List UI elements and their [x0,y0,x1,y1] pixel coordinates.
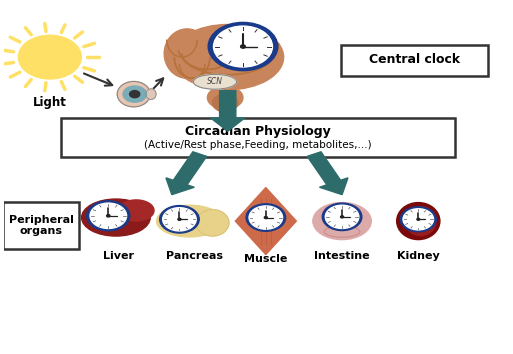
Circle shape [403,209,433,230]
Circle shape [178,218,181,220]
FancyBboxPatch shape [3,202,80,249]
Ellipse shape [212,94,238,112]
Polygon shape [235,188,297,255]
Circle shape [325,205,359,228]
FancyArrow shape [210,91,245,131]
Circle shape [213,26,272,67]
Circle shape [208,22,278,71]
Circle shape [107,215,110,217]
FancyArrow shape [307,152,348,195]
Text: Light: Light [33,96,67,109]
FancyBboxPatch shape [341,45,488,76]
Circle shape [264,217,267,219]
Circle shape [341,216,344,218]
Text: Liver: Liver [103,251,134,261]
Circle shape [249,206,283,229]
Text: Central clock: Central clock [369,53,460,66]
Circle shape [246,204,286,231]
Ellipse shape [193,74,236,89]
Circle shape [18,35,82,79]
Ellipse shape [397,202,440,240]
FancyBboxPatch shape [61,118,456,157]
Ellipse shape [172,24,284,90]
Ellipse shape [119,200,154,221]
Text: (Active/Rest phase,Feeding, metabolites,...): (Active/Rest phase,Feeding, metabolites,… [144,140,372,150]
Ellipse shape [406,207,436,235]
Circle shape [90,203,127,228]
Text: Peripheral
organs: Peripheral organs [9,215,74,236]
Text: SCN: SCN [207,77,223,86]
FancyArrow shape [166,152,207,195]
Circle shape [123,86,146,102]
Ellipse shape [207,86,243,109]
Circle shape [163,208,196,231]
Ellipse shape [82,199,150,236]
Text: Kidney: Kidney [397,251,440,261]
Ellipse shape [117,81,150,107]
Ellipse shape [156,205,223,237]
Ellipse shape [196,210,229,236]
Text: Retina: Retina [113,118,154,128]
Text: Circadian Physiology: Circadian Physiology [185,125,331,138]
Circle shape [160,206,199,233]
Circle shape [417,218,420,220]
Circle shape [130,91,140,98]
Circle shape [87,201,130,231]
Ellipse shape [146,89,156,99]
Ellipse shape [164,29,210,78]
Circle shape [241,45,245,48]
Circle shape [322,203,362,230]
Circle shape [400,207,436,232]
Text: Muscle: Muscle [244,254,287,264]
Ellipse shape [313,202,371,240]
Text: Intestine: Intestine [314,251,370,261]
Text: Pancreas: Pancreas [166,251,223,261]
